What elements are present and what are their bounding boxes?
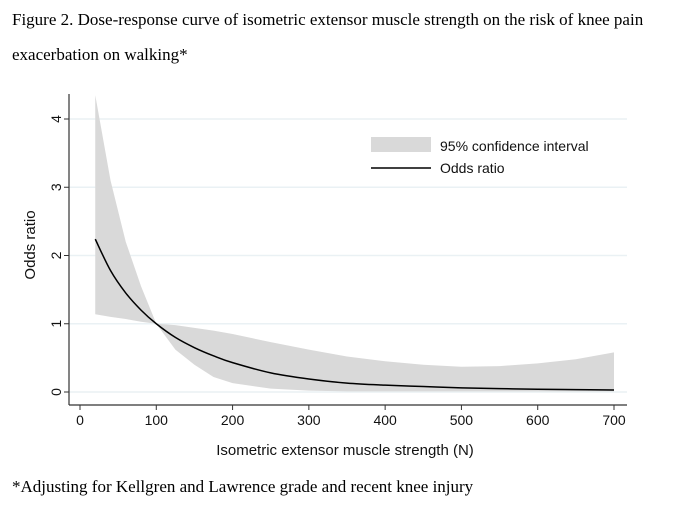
odds-ratio-line <box>94 238 615 391</box>
figure-caption-line-2: exacerbation on walking* <box>12 45 188 64</box>
x-tick-label: 0 <box>76 412 84 428</box>
x-axis-title: Isometric extensor muscle strength (N) <box>216 442 474 459</box>
figure-caption-line-1: Figure 2. Dose-response curve of isometr… <box>12 10 644 29</box>
legend-odds-ratio-label: Odds ratio <box>440 160 505 176</box>
y-tick-label: 0 <box>48 388 64 396</box>
ci-band <box>95 95 614 392</box>
y-tick-label: 3 <box>48 183 64 191</box>
figure-footnote: *Adjusting for Kellgren and Lawrence gra… <box>12 477 474 496</box>
y-tick-label: 2 <box>48 251 64 259</box>
gridlines <box>69 118 627 393</box>
y-tick-label: 1 <box>48 320 64 328</box>
x-tick-label: 200 <box>221 412 245 428</box>
x-tick-label: 700 <box>602 412 626 428</box>
axes: 0 1 2 3 4 0 100 200 300 400 500 600 700 <box>48 94 627 428</box>
legend-ci-label: 95% confidence interval <box>440 138 589 154</box>
x-tick-label: 600 <box>526 412 550 428</box>
legend: 95% confidence interval Odds ratio <box>371 137 589 176</box>
y-axis-title: Odds ratio <box>22 210 39 279</box>
x-tick-label: 500 <box>450 412 474 428</box>
legend-ci-swatch <box>371 137 431 152</box>
x-tick-label: 100 <box>145 412 169 428</box>
x-tick-label: 400 <box>373 412 397 428</box>
y-tick-label: 4 <box>48 115 64 123</box>
x-tick-label: 300 <box>297 412 321 428</box>
